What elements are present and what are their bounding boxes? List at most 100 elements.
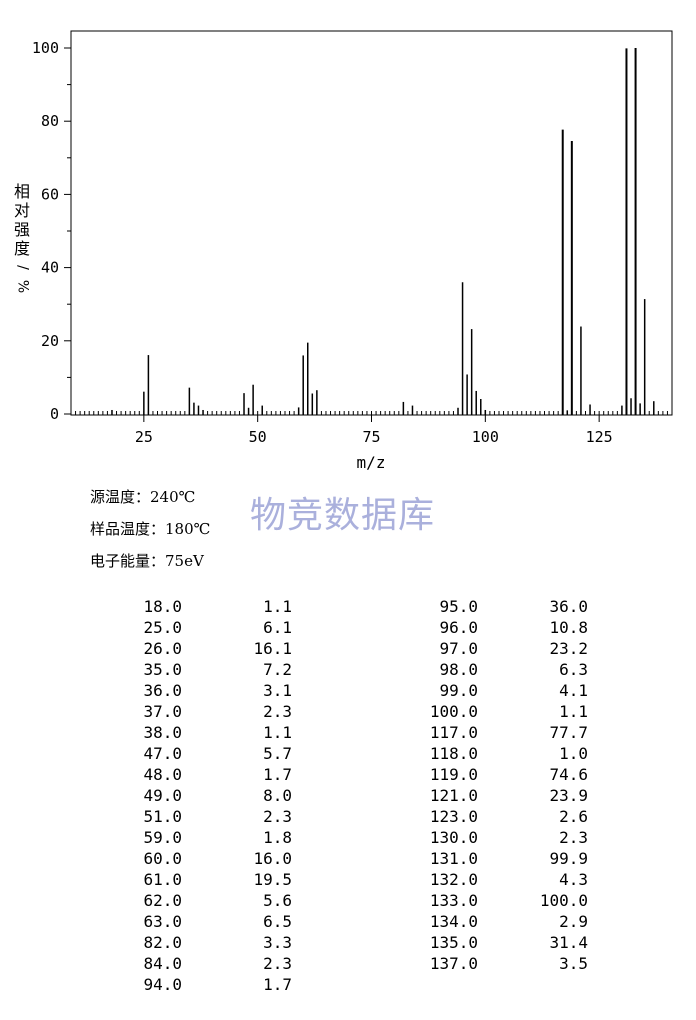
watermark: 物竞数据库 bbox=[250, 495, 436, 536]
y-tick-label: 0 bbox=[50, 405, 59, 423]
mz-value: 48.0 bbox=[143, 765, 182, 784]
y-axis-label-char: 度 bbox=[13, 239, 30, 258]
x-tick-label: 25 bbox=[135, 428, 153, 446]
mz-value: 95.0 bbox=[439, 597, 478, 616]
table-row: 59.0 1.8 bbox=[92, 827, 292, 848]
intensity-value: 3.5 bbox=[559, 954, 588, 973]
mz-value: 63.0 bbox=[143, 912, 182, 931]
intensity-value: 2.3 bbox=[559, 828, 588, 847]
y-axis-label-char: % bbox=[14, 279, 31, 294]
intensity-value: 1.1 bbox=[263, 597, 292, 616]
table-row: 47.0 5.7 bbox=[92, 743, 292, 764]
intensity-value: 3.3 bbox=[263, 933, 292, 952]
table-row: 35.0 7.2 bbox=[92, 659, 292, 680]
table-row: 121.0 23.9 bbox=[388, 785, 588, 806]
y-tick-label: 80 bbox=[41, 112, 59, 130]
intensity-value: 2.9 bbox=[559, 912, 588, 931]
intensity-value: 7.2 bbox=[263, 660, 292, 679]
table-row: 135.0 31.4 bbox=[388, 932, 588, 953]
mz-value: 121.0 bbox=[429, 786, 478, 805]
electron-energy: 电子能量：75eV bbox=[90, 552, 204, 570]
mz-value: 99.0 bbox=[439, 681, 478, 700]
table-row: 62.0 5.6 bbox=[92, 890, 292, 911]
mz-value: 59.0 bbox=[143, 828, 182, 847]
table-row: 123.0 2.6 bbox=[388, 806, 588, 827]
mz-value: 117.0 bbox=[429, 723, 478, 742]
y-tick-label: 60 bbox=[41, 185, 59, 203]
table-row: 36.0 3.1 bbox=[92, 680, 292, 701]
table-row: 97.0 23.2 bbox=[388, 638, 588, 659]
y-axis-label-char: / bbox=[14, 265, 31, 270]
mz-value: 131.0 bbox=[429, 849, 478, 868]
intensity-value: 19.5 bbox=[253, 870, 292, 889]
mz-value: 94.0 bbox=[143, 975, 182, 994]
intensity-value: 5.6 bbox=[263, 891, 292, 910]
x-tick-label: 75 bbox=[362, 428, 380, 446]
mz-value: 132.0 bbox=[429, 870, 478, 889]
intensity-value: 6.5 bbox=[263, 912, 292, 931]
table-row: 82.0 3.3 bbox=[92, 932, 292, 953]
mz-value: 49.0 bbox=[143, 786, 182, 805]
table-row: 99.0 4.1 bbox=[388, 680, 588, 701]
table-row: 132.0 4.3 bbox=[388, 869, 588, 890]
intensity-value: 31.4 bbox=[549, 933, 588, 952]
mz-value: 98.0 bbox=[439, 660, 478, 679]
sample-temperature: 样品温度：180℃ bbox=[90, 520, 211, 538]
x-minor-ticks bbox=[75, 411, 668, 415]
intensity-value: 23.9 bbox=[549, 786, 588, 805]
intensity-value: 1.1 bbox=[263, 723, 292, 742]
x-axis-ticks: 25 50 75 100 125 bbox=[135, 415, 613, 446]
intensity-value: 1.8 bbox=[263, 828, 292, 847]
intensity-value: 4.1 bbox=[559, 681, 588, 700]
mz-value: 35.0 bbox=[143, 660, 182, 679]
x-tick-label: 50 bbox=[249, 428, 267, 446]
mz-value: 84.0 bbox=[143, 954, 182, 973]
table-row: 96.0 10.8 bbox=[388, 617, 588, 638]
intensity-value: 6.3 bbox=[559, 660, 588, 679]
mz-value: 51.0 bbox=[143, 807, 182, 826]
intensity-value: 8.0 bbox=[263, 786, 292, 805]
intensity-value: 1.0 bbox=[559, 744, 588, 763]
mz-value: 60.0 bbox=[143, 849, 182, 868]
intensity-value: 6.1 bbox=[263, 618, 292, 637]
mz-value: 119.0 bbox=[429, 765, 478, 784]
mz-value: 37.0 bbox=[143, 702, 182, 721]
mz-value: 36.0 bbox=[143, 681, 182, 700]
x-axis-label: m/z bbox=[357, 453, 386, 472]
intensity-value: 5.7 bbox=[263, 744, 292, 763]
peak-table-left: 18.0 1.1 25.0 6.1 26.0 16.1 35.0 7.2 36.0 3.1 37.0… bbox=[92, 596, 292, 995]
x-tick-label: 100 bbox=[472, 428, 499, 446]
table-row: 95.0 36.0 bbox=[388, 596, 588, 617]
intensity-value: 16.0 bbox=[253, 849, 292, 868]
mz-value: 100.0 bbox=[429, 702, 478, 721]
intensity-value: 2.3 bbox=[263, 702, 292, 721]
table-row: 98.0 6.3 bbox=[388, 659, 588, 680]
spectrum-bars bbox=[111, 48, 655, 415]
table-row: 94.0 1.7 bbox=[92, 974, 292, 995]
intensity-value: 77.7 bbox=[549, 723, 588, 742]
mz-value: 47.0 bbox=[143, 744, 182, 763]
table-row: 117.0 77.7 bbox=[388, 722, 588, 743]
mz-value: 26.0 bbox=[143, 639, 182, 658]
table-row: 134.0 2.9 bbox=[388, 911, 588, 932]
mz-value: 118.0 bbox=[429, 744, 478, 763]
table-row: 25.0 6.1 bbox=[92, 617, 292, 638]
table-row: 48.0 1.7 bbox=[92, 764, 292, 785]
mz-value: 130.0 bbox=[429, 828, 478, 847]
y-tick-label: 100 bbox=[32, 39, 59, 57]
mass-spectrum-chart: 25 50 75 100 125 0 20 40 60 80 100 m/z bbox=[32, 30, 673, 472]
table-row: 63.0 6.5 bbox=[92, 911, 292, 932]
mz-value: 18.0 bbox=[143, 597, 182, 616]
table-row: 100.0 1.1 bbox=[388, 701, 588, 722]
table-row: 130.0 2.3 bbox=[388, 827, 588, 848]
y-tick-label: 20 bbox=[41, 332, 59, 350]
mz-value: 134.0 bbox=[429, 912, 478, 931]
intensity-value: 2.3 bbox=[263, 954, 292, 973]
peak-table-right: 95.0 36.0 96.0 10.8 97.0 23.2 98.0 6.3 99.0 4.1 10… bbox=[388, 596, 588, 974]
intensity-value: 10.8 bbox=[549, 618, 588, 637]
mz-value: 135.0 bbox=[429, 933, 478, 952]
table-row: 60.0 16.0 bbox=[92, 848, 292, 869]
mz-value: 133.0 bbox=[429, 891, 478, 910]
intensity-value: 23.2 bbox=[549, 639, 588, 658]
table-row: 51.0 2.3 bbox=[92, 806, 292, 827]
